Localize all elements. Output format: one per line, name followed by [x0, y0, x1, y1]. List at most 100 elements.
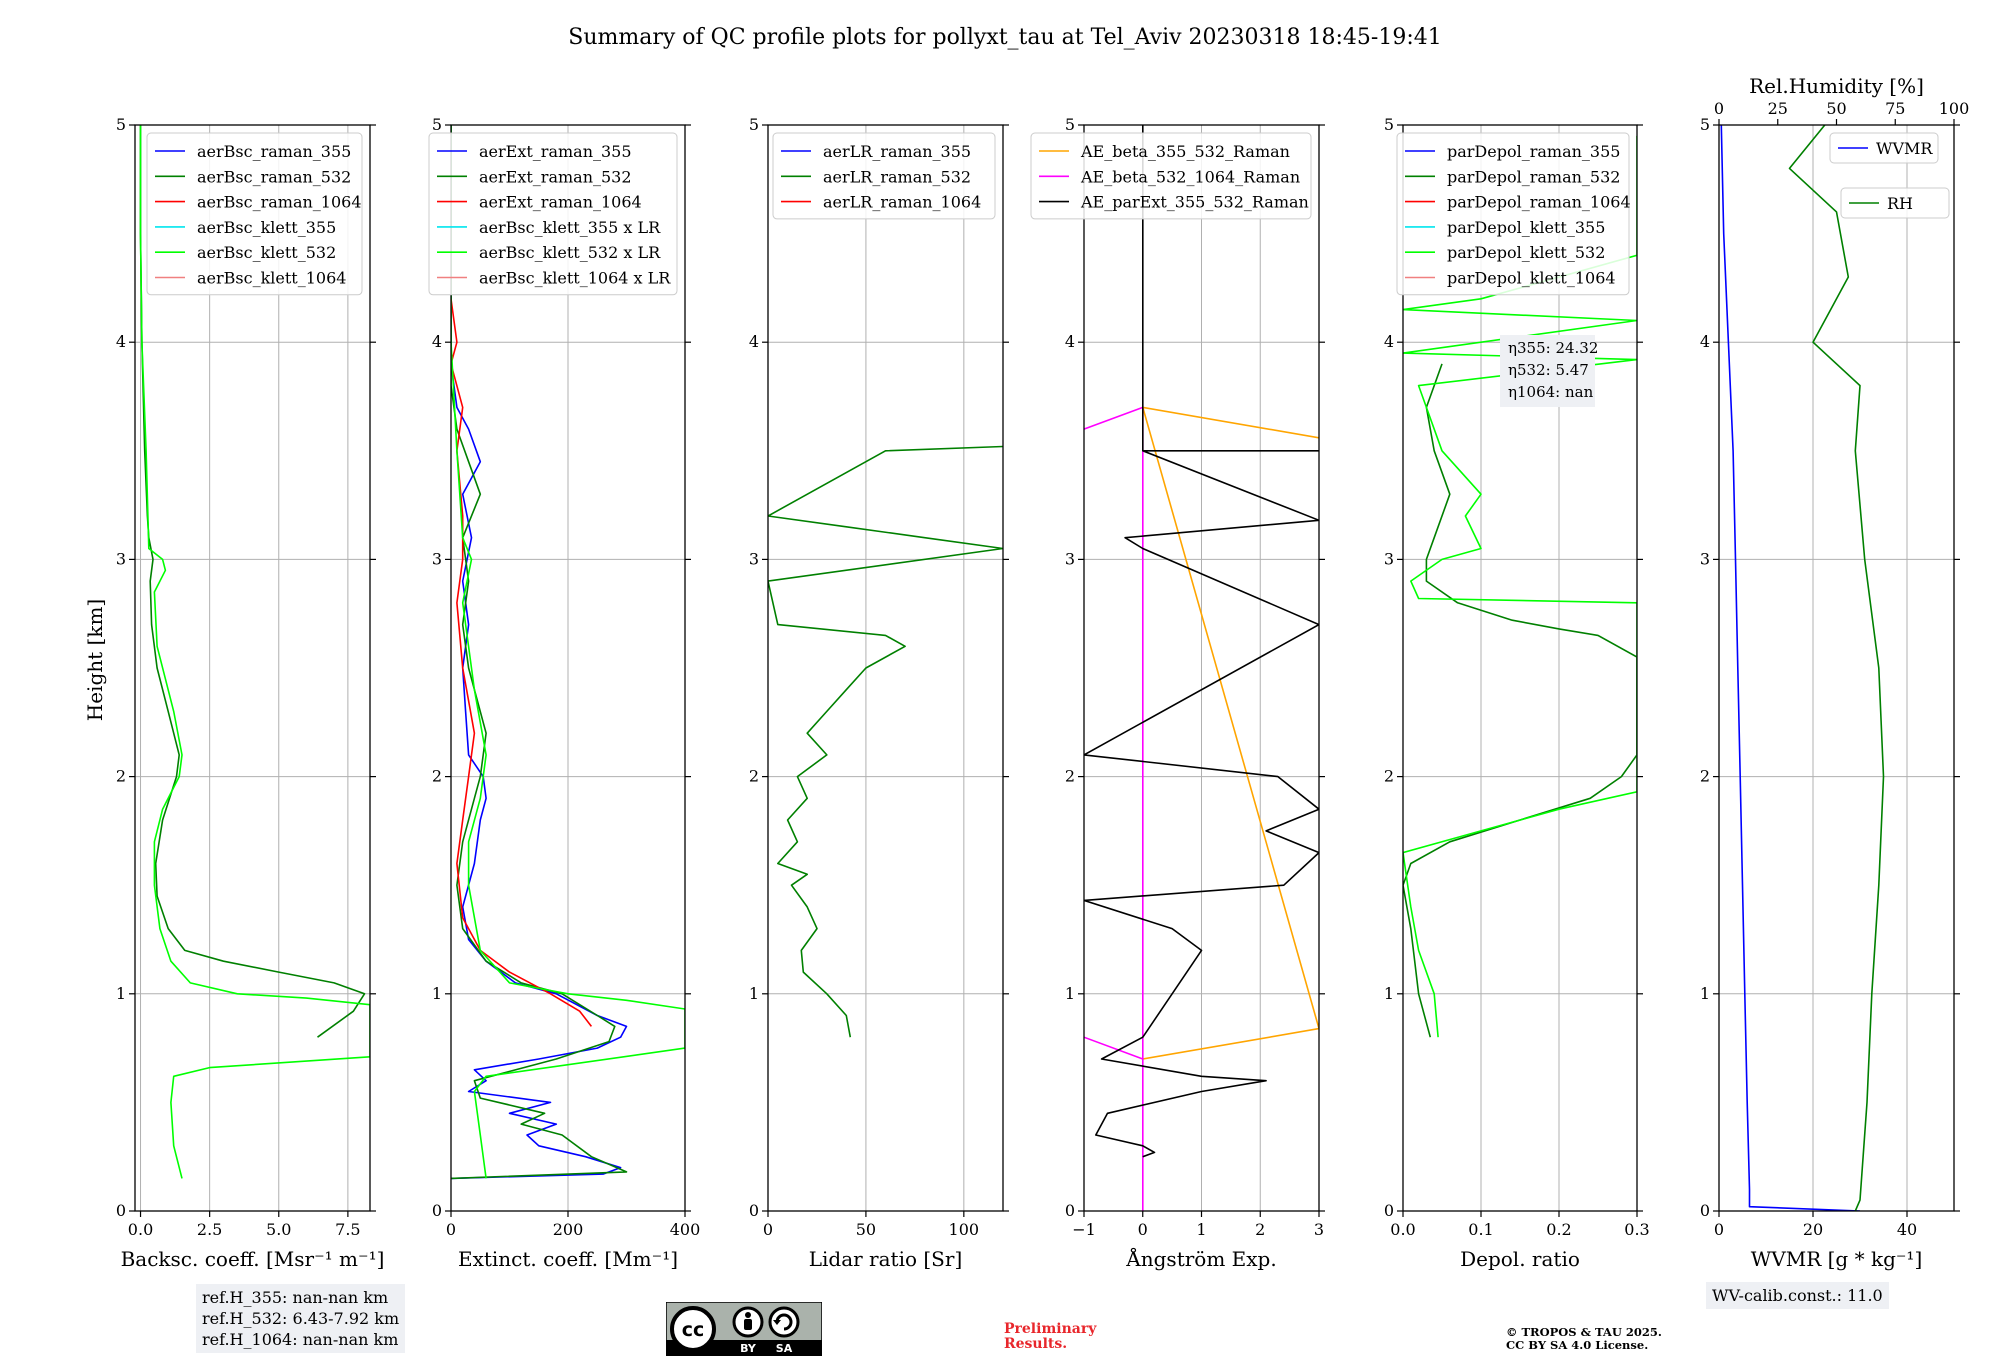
x-tick-label: 0 [446, 1220, 456, 1239]
legend-entry: AE_parExt_355_532_Raman [1080, 193, 1309, 212]
y-tick-label: 4 [432, 332, 442, 351]
legend-ae: AE_beta_355_532_Raman AE_beta_532_1064_Ra… [1030, 132, 1312, 220]
series-line-ae-beta-355-532-raman [1142, 406, 1319, 1060]
legend-entry: WVMR [1876, 139, 1933, 158]
x-tick-label: 200 [553, 1220, 584, 1239]
legend-entry: aerBsc_klett_1064 x LR [479, 269, 671, 288]
y-tick-label: 1 [1065, 984, 1075, 1003]
y-tick-label: 2 [1700, 767, 1710, 786]
x-tick-label: 0.0 [128, 1220, 153, 1239]
ref-height-532: ref.H_532: 6.43-7.92 km [202, 1309, 400, 1328]
x-tick-label: 20 [1803, 1220, 1823, 1239]
height-axis-label: Height [km] [83, 599, 107, 721]
legend-entry: parDepol_klett_355 [1447, 218, 1605, 237]
preliminary-results-note: Preliminary Results. [1004, 1322, 1096, 1352]
x-tick-label: 2.5 [197, 1220, 222, 1239]
x-axis-label: Lidar ratio [Sr] [809, 1247, 963, 1271]
legend-entry: parDepol_klett_532 [1447, 243, 1605, 262]
series-group-depol [1403, 135, 1637, 1038]
series-line-aerlr-raman-532 [768, 445, 1003, 1038]
legend-wv: WVMR RH [1829, 132, 1950, 219]
panel-ext: 0 200 400 0 1 2 3 4 5 Extinct. coeff. [Mm⁻¹] aerEx… [428, 115, 701, 1271]
panel-wv: 0 20 40 0 1 2 3 4 5 WVMR [g * kg⁻¹] 0 25 50 75 100 Rel.… [1700, 74, 1969, 1271]
eta-value: η532: 5.47 [1508, 361, 1589, 379]
x-tick-label: 7.5 [335, 1220, 360, 1239]
legend-entry: aerBsc_raman_355 [197, 142, 351, 161]
series-line-aerext-raman-1064 [451, 298, 593, 1027]
series-line-aerext-raman-532 [451, 125, 628, 1180]
legend-entry: aerLR_raman_1064 [823, 193, 981, 212]
y-tick-label: 5 [749, 115, 759, 134]
x-axis-label: Backsc. coeff. [Msr⁻¹ m⁻¹] [121, 1247, 385, 1271]
y-tick-label: 0 [116, 1201, 126, 1220]
eta-value: η1064: nan [1508, 383, 1594, 401]
legend-box [146, 132, 363, 296]
x-tick-label: 0 [1714, 1220, 1724, 1239]
x2-tick-label: 25 [1768, 99, 1788, 118]
x-tick-label: 40 [1897, 1220, 1917, 1239]
legend-entry: AE_beta_532_1064_Raman [1080, 167, 1300, 186]
x-tick-label: 400 [670, 1220, 701, 1239]
x-axis-label: Depol. ratio [1460, 1247, 1580, 1271]
series-line-pardepol-klett-532 [1403, 135, 1637, 1038]
series-line-pardepol-raman-532 [1403, 363, 1637, 1038]
y-tick-label: 2 [432, 767, 442, 786]
legend-entry: aerBsc_klett_1064 [197, 269, 346, 288]
figure-title: Summary of QC profile plots for pollyxt_… [568, 25, 1441, 50]
legend-entry: aerBsc_klett_532 x LR [479, 243, 661, 262]
y-tick-label: 3 [116, 549, 126, 568]
legend-entry: aerBsc_raman_1064 [197, 193, 362, 212]
series-line-aerbsc-klett-532-x-lr [451, 125, 685, 1179]
panel-bsc: 0.0 2.5 5.0 7.5 0 1 2 3 4 5 Backsc. coeff. [Msr⁻¹ … [116, 115, 385, 1271]
y-tick-label: 4 [1700, 332, 1710, 351]
y-tick-label: 5 [1065, 115, 1075, 134]
y-tick-label: 3 [749, 549, 759, 568]
series-group-lr [768, 445, 1003, 1038]
y-tick-label: 5 [432, 115, 442, 134]
panel-depol: 0.0 0.1 0.2 0.3 0 1 2 3 4 5 Depol. ratio parDepol_r… [1384, 115, 1650, 1271]
x-tick-label: 0.1 [1468, 1220, 1493, 1239]
x-tick-label: 3 [1314, 1220, 1324, 1239]
eta-annotation-box: η355: 24.32 η532: 5.47 η1064: nan [1500, 335, 1598, 407]
y-tick-label: 3 [432, 549, 442, 568]
y-tick-label: 2 [749, 767, 759, 786]
y-tick-label: 1 [116, 984, 126, 1003]
series-group-wv [1720, 125, 1885, 1211]
x-tick-label: 100 [949, 1220, 980, 1239]
legend-entry: aerLR_raman_532 [823, 167, 971, 186]
series-group-ae [1084, 125, 1319, 1211]
profile-panels: 0.0 2.5 5.0 7.5 0 1 2 3 4 5 Backsc. coeff. [Msr⁻¹ … [116, 74, 1969, 1271]
y-tick-label: 0 [1065, 1201, 1075, 1220]
y-tick-label: 1 [749, 984, 759, 1003]
copyright-note: © TROPOS & TAU 2025. CC BY SA 4.0 Licens… [1506, 1326, 1662, 1352]
legend-box [1840, 187, 1950, 219]
legend-depol: parDepol_raman_355 parDepol_raman_532 parD… [1396, 132, 1631, 296]
gridlines-wv [1718, 124, 1954, 1212]
gridlines-lr [767, 124, 1003, 1212]
x2-tick-label: 0 [1714, 99, 1724, 118]
plot-frame-lr [767, 124, 1004, 1212]
y-tick-label: 4 [749, 332, 759, 351]
x-axis-label: WVMR [g * kg⁻¹] [1751, 1247, 1923, 1271]
x-tick-label: 5.0 [266, 1220, 291, 1239]
legend-entry: aerBsc_klett_355 [197, 218, 336, 237]
legend-entry: parDepol_raman_1064 [1447, 193, 1631, 212]
y-tick-label: 0 [749, 1201, 759, 1220]
copyright-line-1: © TROPOS & TAU 2025. [1506, 1325, 1662, 1339]
x-tick-label: 0.0 [1390, 1220, 1415, 1239]
legend-entry: parDepol_raman_355 [1447, 142, 1620, 161]
legend-box [772, 132, 996, 220]
x-tick-label: 2 [1255, 1220, 1265, 1239]
legend-entry: aerExt_raman_532 [479, 167, 632, 186]
plot-frame-depol [1402, 124, 1638, 1212]
y-tick-label: 4 [1065, 332, 1075, 351]
x2-tick-label: 75 [1885, 99, 1905, 118]
legend-entry: aerExt_raman_355 [479, 142, 632, 161]
eta-box-background [1500, 335, 1595, 407]
legend-entry: aerBsc_klett_532 [197, 243, 336, 262]
panel-lr: 0 50 100 0 1 2 3 4 5 Lidar ratio [Sr] aerLR_raman_… [749, 115, 1009, 1271]
legend-entry: parDepol_klett_1064 [1447, 269, 1616, 288]
legend-entry: AE_beta_355_532_Raman [1080, 142, 1290, 161]
y-tick-label: 2 [1384, 767, 1394, 786]
